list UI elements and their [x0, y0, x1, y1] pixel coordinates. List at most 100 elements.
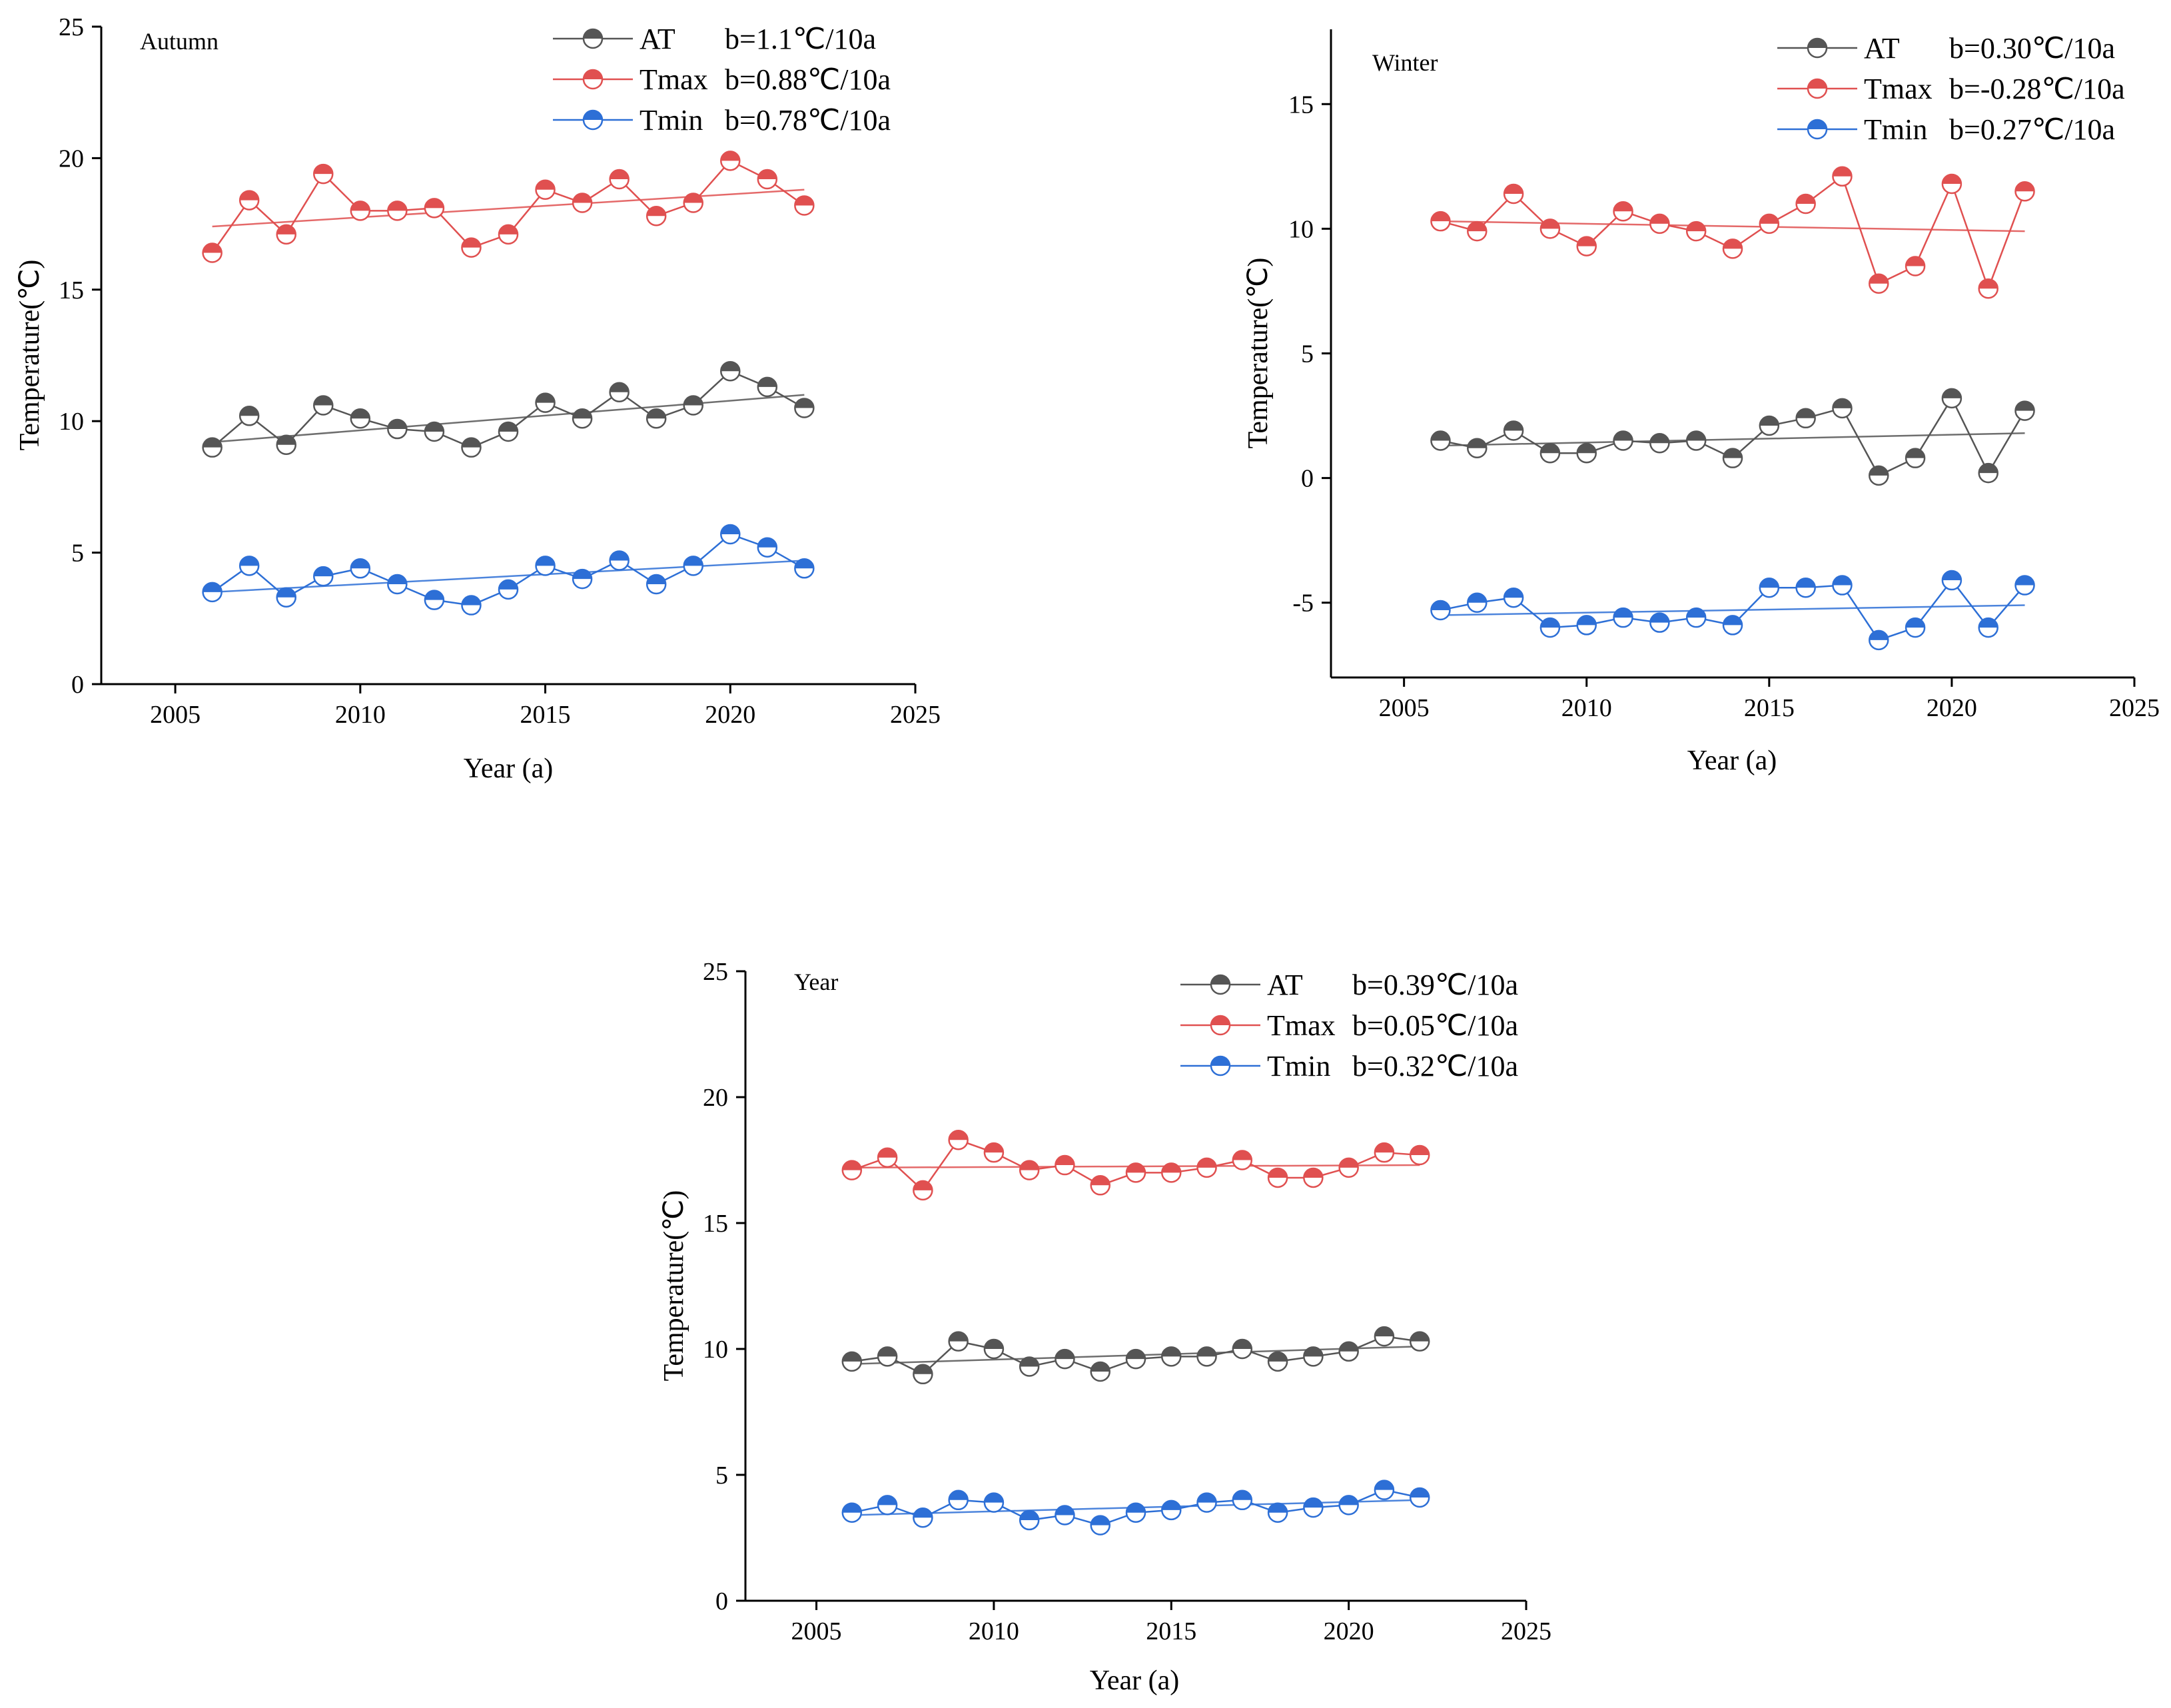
year-y-tick-label: 5: [715, 1462, 728, 1490]
year-tmin-point: [983, 1492, 1005, 1513]
year-at-point: [1055, 1348, 1075, 1370]
year-tmin-point: [1125, 1502, 1146, 1523]
autumn-tmax-point: [572, 193, 593, 213]
autumn-tmin-point: [498, 579, 519, 600]
year-tmax-point: [1055, 1154, 1075, 1176]
year-tmin-point: [1303, 1497, 1324, 1518]
winter-tmin-point: [1685, 607, 1707, 628]
winter-tmax-point: [1869, 273, 1889, 294]
winter-tmin-point: [1539, 617, 1561, 638]
winter-panel-title: Winter: [1372, 49, 1438, 76]
year-tmax-point: [841, 1160, 863, 1180]
autumn-tmin-point: [646, 574, 667, 595]
winter-legend-at-slope: b=0.30℃/10a: [1949, 32, 2115, 65]
winter-tmax-series-line: [1440, 175, 2026, 291]
year-tmax-point: [1196, 1157, 1217, 1178]
year-legend-tmax-slope: b=0.05℃/10a: [1352, 1009, 1518, 1042]
autumn-tmin-point: [720, 524, 741, 545]
winter-tmin-point: [1503, 587, 1524, 608]
year-at-point: [1267, 1351, 1288, 1372]
autumn-at-point: [572, 408, 593, 429]
year-legend-at-slope: b=0.39℃/10a: [1352, 969, 1518, 1001]
autumn-at-point: [720, 360, 741, 382]
autumn-tmin-point: [202, 582, 222, 603]
winter-tmax-point: [1539, 218, 1561, 239]
autumn-at-point: [387, 418, 408, 440]
winter-x-axis-title: Year (a): [1687, 745, 1777, 776]
autumn-legend-tmin-swatch-marker: [582, 109, 604, 131]
autumn-tmax-point: [350, 201, 371, 221]
year-y-tick-label: 15: [703, 1210, 728, 1238]
year-tmin-point: [1161, 1499, 1182, 1521]
winter-tmin-point: [2014, 575, 2035, 596]
autumn-legend-at-swatch-marker: [582, 28, 604, 49]
autumn-x-tick-label: 2010: [335, 701, 386, 729]
year-tmax-point: [1374, 1142, 1395, 1163]
autumn-tmax-point: [535, 179, 556, 201]
winter-tmin-point: [1978, 617, 1998, 638]
year-tmin-point: [1374, 1480, 1395, 1500]
autumn-at-point: [535, 392, 556, 413]
autumn-at-point: [238, 406, 260, 426]
year-y-tick-label: 25: [703, 958, 728, 986]
winter-tmax-point: [1503, 183, 1524, 205]
year-y-tick-label: 0: [715, 1587, 728, 1615]
year-tmin-point: [1196, 1492, 1217, 1513]
winter-at-point: [1467, 438, 1488, 458]
year-legend-tmin-swatch-marker: [1210, 1055, 1231, 1076]
year-at-point: [1232, 1338, 1253, 1360]
autumn-tmax-point: [794, 195, 815, 216]
winter-tmax-point: [1759, 213, 1780, 234]
winter-tmin-point: [1795, 578, 1816, 598]
autumn-tmax-trend-line: [212, 189, 805, 228]
winter-at-point: [1941, 388, 1962, 409]
year-tmin-point: [1055, 1505, 1075, 1525]
year-tmin-point: [1267, 1502, 1288, 1523]
year-tmax-point: [1232, 1150, 1253, 1170]
winter-tmax-point: [1978, 278, 1998, 299]
year-tmin-point: [1232, 1490, 1253, 1511]
autumn-tmin-point: [757, 537, 778, 558]
winter-tmin-point: [1832, 575, 1853, 596]
year-at-point: [1409, 1331, 1430, 1352]
winter-x-tick-label: 2015: [1744, 694, 1795, 722]
winter-y-tick-label: 10: [1288, 215, 1314, 243]
autumn-y-tick-label: 20: [59, 145, 84, 173]
year-x-tick-label: 2015: [1146, 1617, 1196, 1645]
winter-at-point: [1649, 432, 1670, 454]
year-at-point: [948, 1331, 969, 1352]
autumn-x-tick-label: 2005: [150, 701, 201, 729]
autumn-at-point: [424, 421, 445, 442]
autumn-tmin-point: [387, 574, 408, 595]
year-at-point: [1374, 1326, 1395, 1347]
winter-tmin-point: [1613, 607, 1633, 628]
year-x-tick-label: 2020: [1324, 1617, 1374, 1645]
winter-x-tick-label: 2005: [1379, 694, 1430, 722]
winter-at-point: [1795, 408, 1816, 429]
autumn-y-tick-label: 5: [71, 540, 84, 568]
year-tmax-point: [1409, 1144, 1430, 1166]
winter-legend: AT b=0.30℃/10a Tmax b=-0.28℃/10a Tmin b=0.27℃…: [1777, 32, 2125, 146]
autumn-at-point: [313, 395, 334, 416]
autumn-tmin-point: [238, 556, 260, 576]
autumn-x-tick-label: 2020: [705, 701, 755, 729]
winter-at-point: [1905, 448, 1926, 468]
winter-x-tick-label: 2025: [2109, 694, 2160, 722]
autumn-legend-tmax-label: Tmax: [640, 63, 708, 96]
year-tmin-point: [1409, 1487, 1430, 1508]
winter-at-point: [1759, 415, 1780, 436]
winter-tmin-point: [1430, 600, 1451, 621]
autumn-tmax-point: [757, 169, 778, 190]
winter-tmax-point: [1613, 201, 1633, 222]
winter-legend-tmax-slope: b=-0.28℃/10a: [1949, 73, 2125, 105]
autumn-at-point: [794, 398, 815, 418]
year-at-point: [1090, 1361, 1110, 1382]
year-legend-tmin-slope: b=0.32℃/10a: [1352, 1050, 1518, 1082]
autumn-legend-tmax-swatch-marker: [582, 69, 604, 90]
year-y-tick-label: 10: [703, 1336, 728, 1364]
year-x-tick-label: 2010: [969, 1617, 1019, 1645]
year-tmin-point: [1090, 1515, 1110, 1535]
year-legend-tmin-label: Tmin: [1267, 1050, 1330, 1082]
